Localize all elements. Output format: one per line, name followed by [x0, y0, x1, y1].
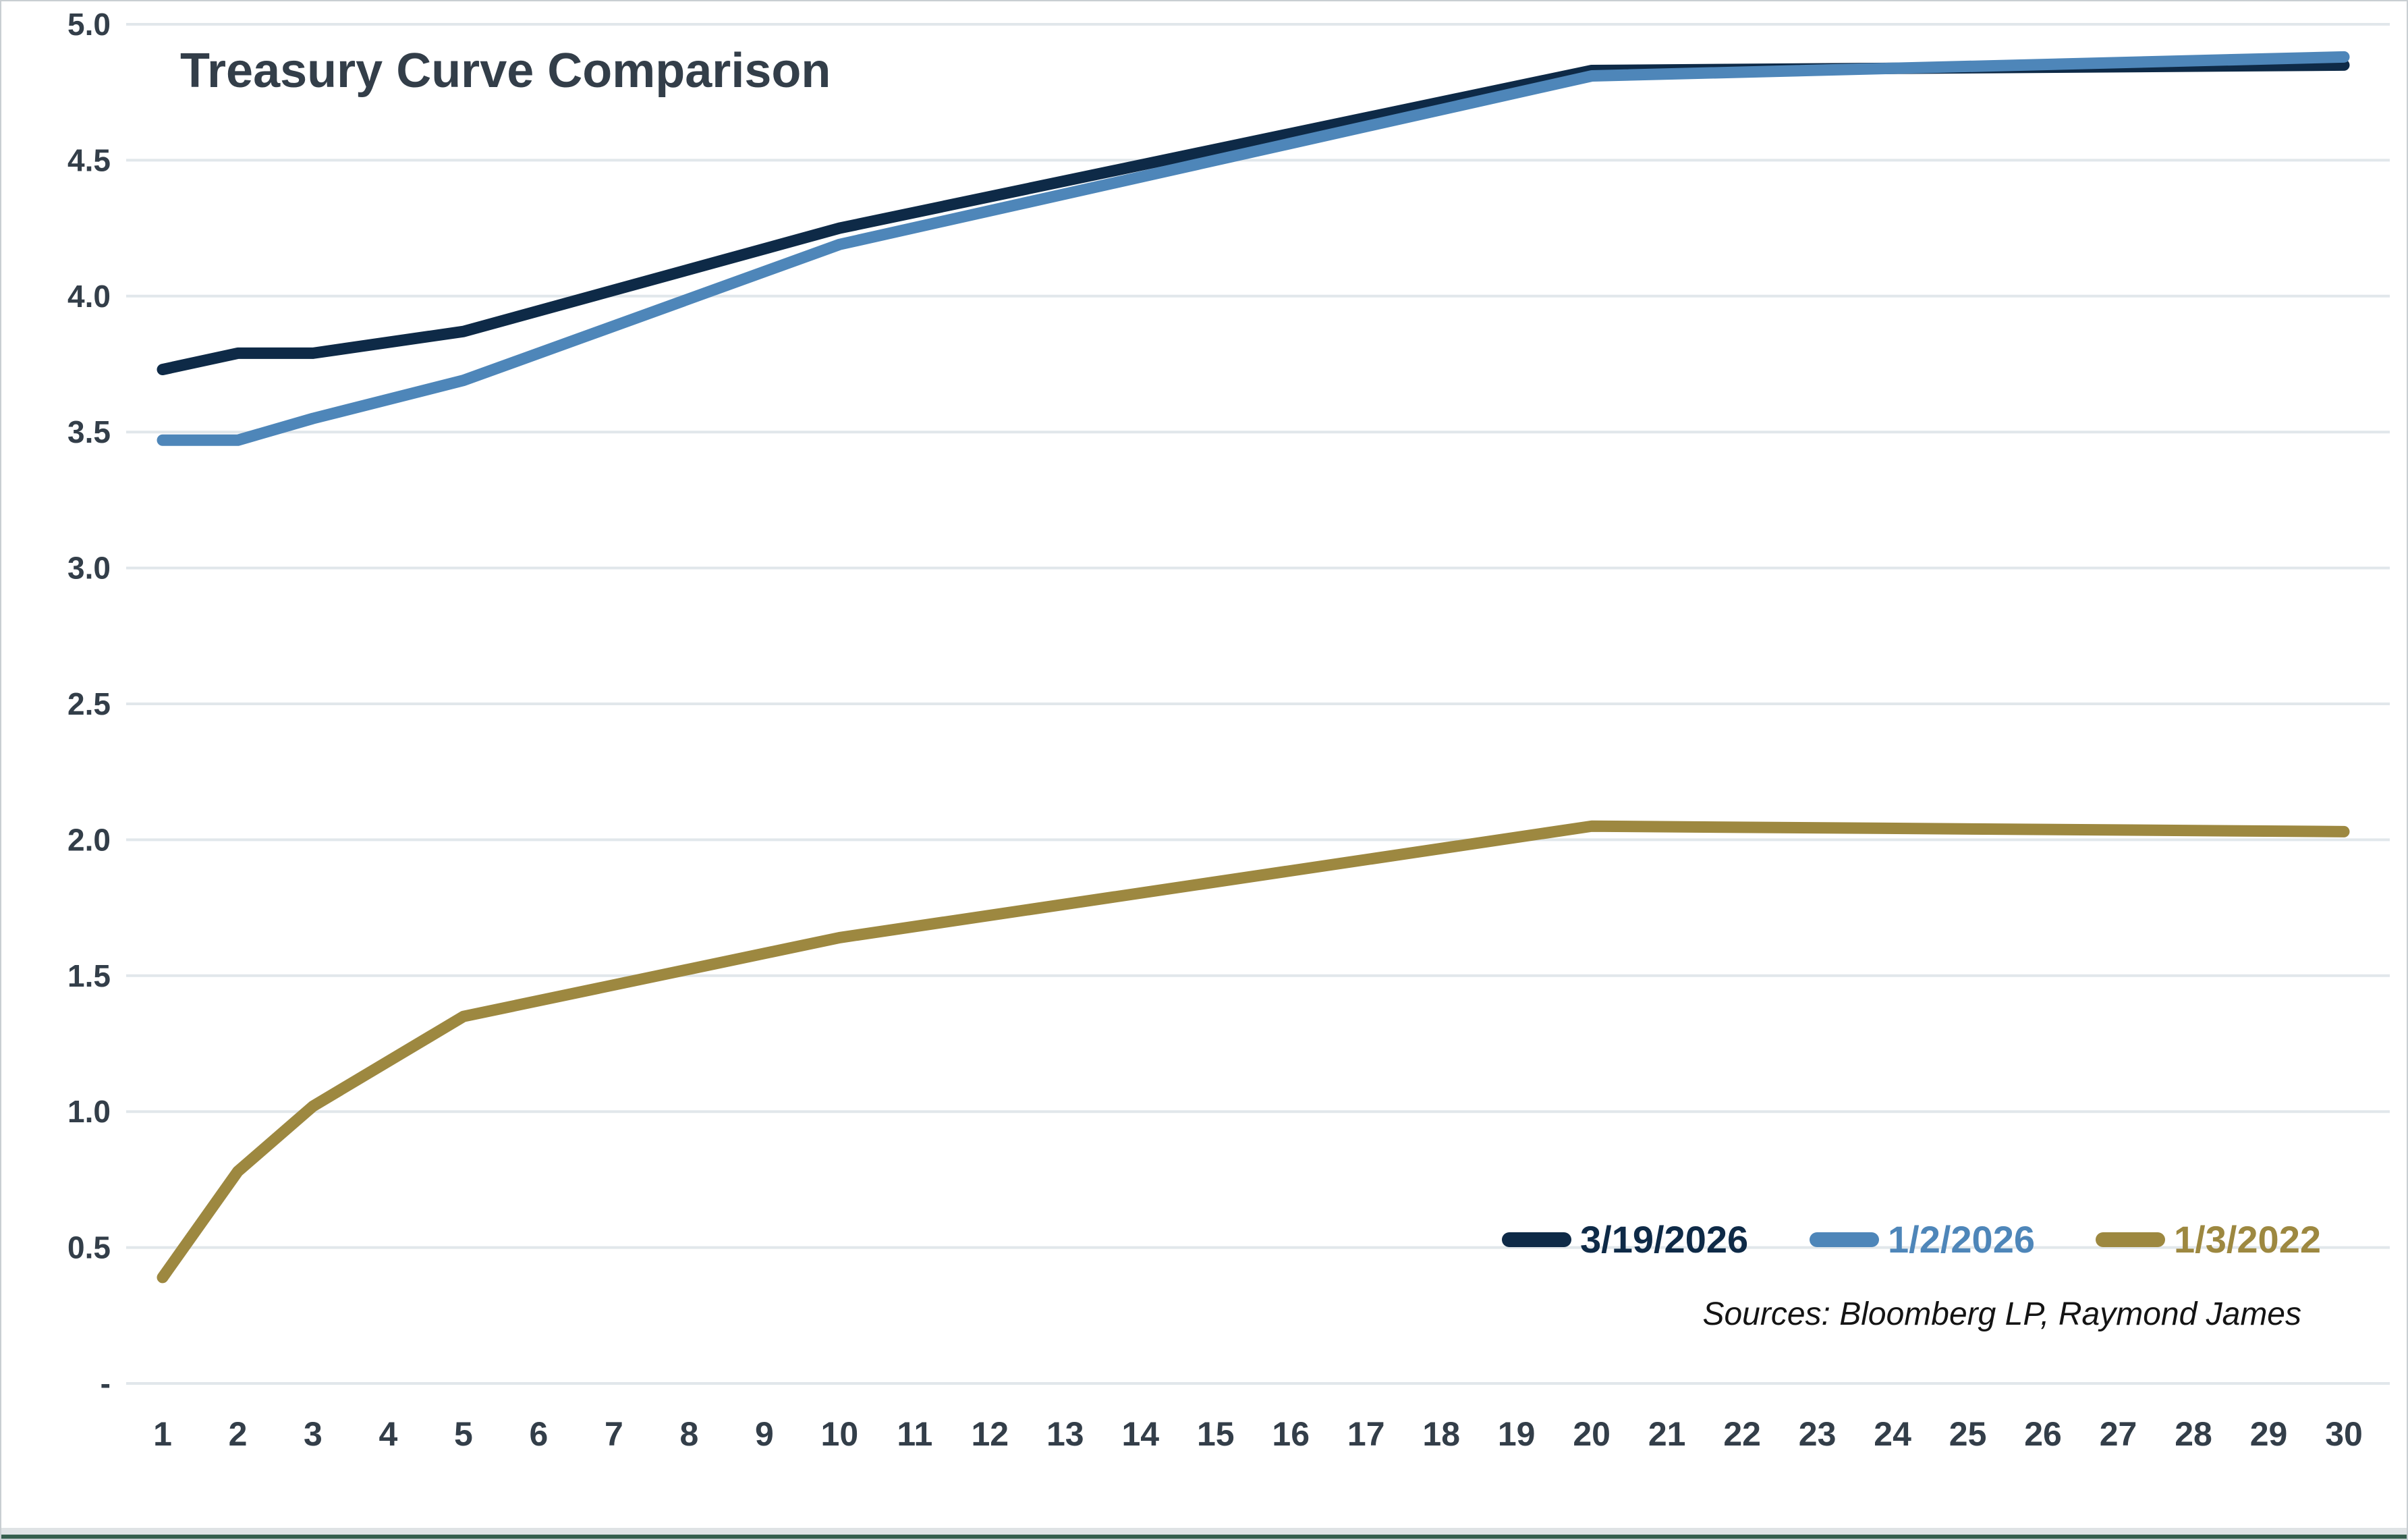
y-axis-tick-label: 4.0 — [67, 279, 111, 314]
bottom-bar-light — [1, 1528, 2407, 1535]
x-axis-tick-label: 11 — [897, 1415, 932, 1453]
x-axis-tick-label: 18 — [1422, 1415, 1460, 1453]
x-axis-tick-label: 30 — [2325, 1415, 2363, 1453]
x-axis-tick-label: 8 — [679, 1415, 698, 1453]
series-line-1-3/19/2026 — [157, 59, 2350, 376]
x-axis-tick-label: 5 — [454, 1415, 473, 1453]
y-axis-tick-label: 1.0 — [67, 1094, 111, 1129]
y-axis-tick-label: 1.5 — [67, 958, 111, 993]
x-axis-tick-label: 6 — [530, 1415, 549, 1453]
x-axis-tick-label: 4 — [379, 1415, 398, 1453]
x-axis-tick-label: 1 — [153, 1415, 172, 1453]
y-axis-tick-label: 3.0 — [67, 551, 111, 586]
x-axis-tick-label: 19 — [1498, 1415, 1536, 1453]
x-axis-tick-label: 27 — [2100, 1415, 2137, 1453]
x-axis-tick-label: 9 — [755, 1415, 774, 1453]
x-axis-tick-label: 21 — [1648, 1415, 1686, 1453]
x-axis-tick-label: 22 — [1723, 1415, 1761, 1453]
x-axis-tick-label: 14 — [1121, 1415, 1159, 1453]
chart-title: Treasury Curve Comparison — [180, 44, 831, 98]
x-axis-tick-label: 16 — [1272, 1415, 1310, 1453]
x-axis-tick-label: 26 — [2024, 1415, 2062, 1453]
bottom-bar-accent — [1, 1535, 2407, 1539]
x-axis-tick-label: 3 — [304, 1415, 323, 1453]
series-line-2-1/2/2026 — [157, 51, 2350, 446]
x-axis-tick-label: 15 — [1197, 1415, 1235, 1453]
x-axis-tick-label: 29 — [2250, 1415, 2288, 1453]
y-axis-tick-label: - — [101, 1366, 111, 1401]
x-axis-tick-label: 23 — [1799, 1415, 1837, 1453]
y-axis-tick-label: 0.5 — [67, 1230, 111, 1265]
x-axis-tick-label: 7 — [605, 1415, 623, 1453]
y-axis-tick-label: 2.0 — [67, 822, 111, 857]
series-line-3-1/3/2022 — [157, 820, 2350, 1284]
x-axis-tick-label: 2 — [229, 1415, 248, 1453]
x-axis-tick-label: 17 — [1347, 1415, 1385, 1453]
y-axis-tick-label: 2.5 — [67, 686, 111, 721]
source-note: Sources: Bloomberg LP, Raymond James — [1702, 1296, 2301, 1332]
x-axis-tick-label: 20 — [1573, 1415, 1611, 1453]
x-axis-tick-label: 12 — [971, 1415, 1009, 1453]
y-axis-tick-label: 5.0 — [67, 7, 111, 42]
x-axis-tick-label: 24 — [1874, 1415, 1911, 1453]
y-axis-tick-label: 3.5 — [67, 414, 111, 449]
x-axis-tick-label: 28 — [2175, 1415, 2212, 1453]
x-axis-tick-label: 10 — [821, 1415, 859, 1453]
x-axis-tick-label: 25 — [1949, 1415, 1987, 1453]
y-axis-tick-label: 4.5 — [67, 142, 111, 177]
x-axis-tick-label: 13 — [1046, 1415, 1084, 1453]
